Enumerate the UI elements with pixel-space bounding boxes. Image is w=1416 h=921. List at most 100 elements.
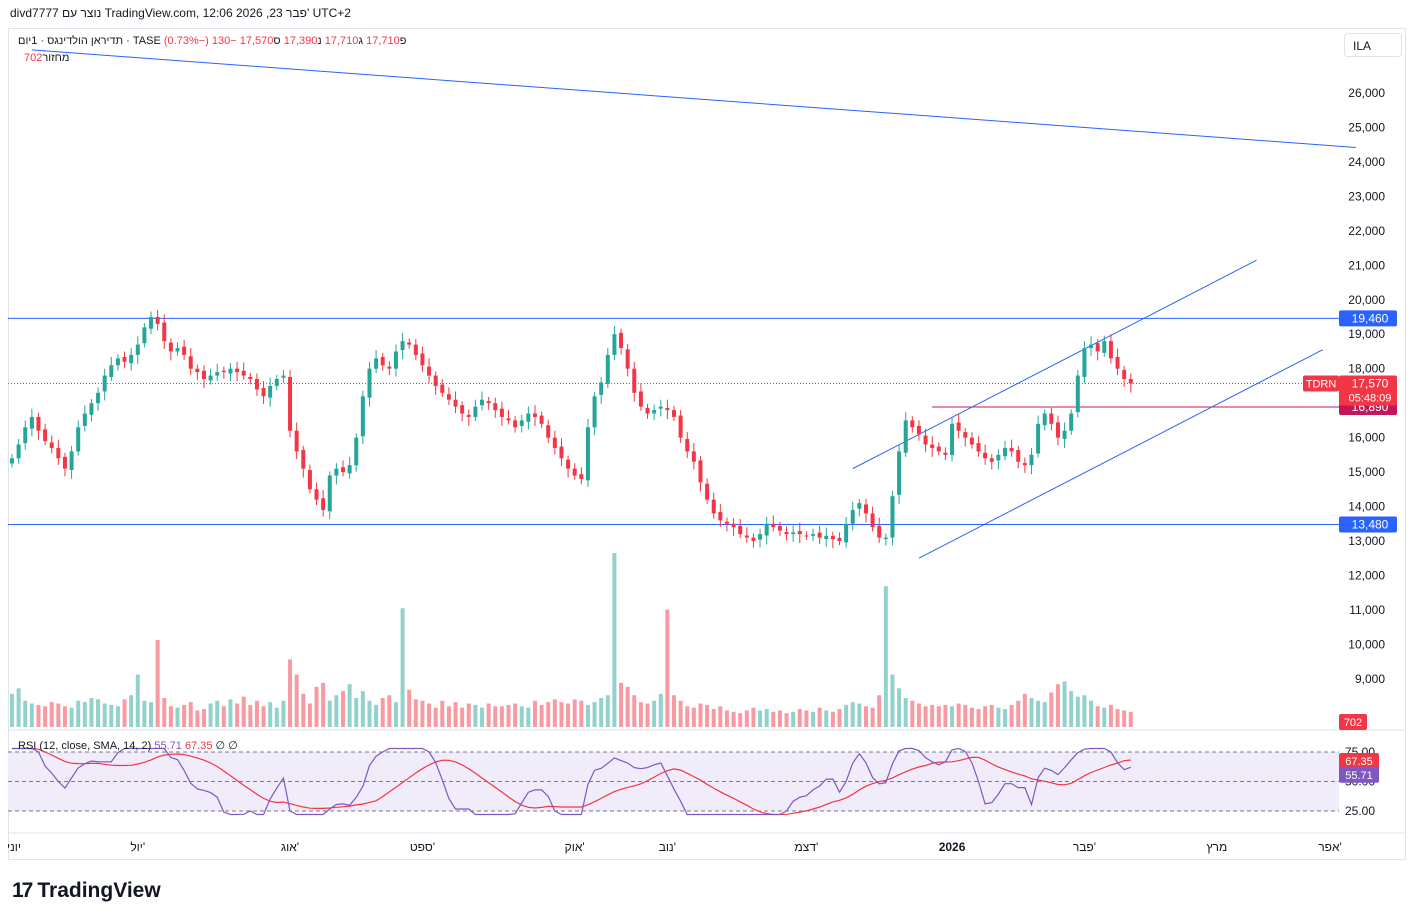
candle-body bbox=[413, 344, 418, 355]
candle-body bbox=[691, 451, 696, 462]
y-tick-label: 14,000 bbox=[1348, 500, 1385, 514]
candle-body bbox=[777, 525, 782, 531]
candle-body bbox=[115, 358, 120, 366]
high-value: 17,710 bbox=[324, 35, 359, 47]
volume-bar bbox=[731, 711, 736, 727]
candle-body bbox=[314, 489, 319, 500]
candle-body bbox=[175, 348, 180, 352]
x-tick-label: 2026 bbox=[939, 840, 966, 854]
volume-bar bbox=[903, 698, 908, 727]
volume-bar bbox=[513, 703, 518, 727]
volume-bar bbox=[804, 710, 809, 727]
candle-body bbox=[1036, 423, 1041, 454]
volume-bar bbox=[354, 698, 359, 727]
candle-body bbox=[168, 342, 173, 352]
candle-body bbox=[665, 407, 670, 411]
volume-bar bbox=[1122, 710, 1127, 727]
candle-body bbox=[791, 532, 796, 535]
y-tick-label: 20,000 bbox=[1348, 293, 1385, 307]
volume-bar bbox=[43, 706, 48, 727]
volume-bar bbox=[221, 706, 226, 727]
y-tick-label: 24,000 bbox=[1348, 155, 1385, 169]
candle-body bbox=[632, 368, 637, 393]
candle-body bbox=[877, 525, 882, 538]
open-label: פ bbox=[399, 35, 407, 47]
volume-bar bbox=[341, 691, 345, 727]
volume-bar bbox=[724, 710, 729, 727]
rsi-legend: RSI (12, close, SMA, 14, 2) 55.71 67.35 … bbox=[18, 739, 238, 752]
last-price-label: 17,570 bbox=[1352, 377, 1389, 391]
high-label: ג bbox=[358, 35, 364, 47]
volume-bar bbox=[943, 704, 948, 727]
candle-body bbox=[943, 452, 948, 455]
candle-body bbox=[645, 407, 650, 414]
candle-body bbox=[579, 474, 584, 479]
candle-body bbox=[473, 406, 478, 417]
volume-bar bbox=[764, 709, 769, 727]
volume-bar bbox=[182, 704, 187, 727]
volume-bar bbox=[691, 707, 696, 727]
candle-body bbox=[1049, 413, 1054, 424]
volume-bar bbox=[248, 704, 253, 727]
candle-body bbox=[82, 413, 87, 426]
candle-body bbox=[1022, 463, 1027, 466]
volume-bar bbox=[711, 709, 716, 727]
volume-bar bbox=[956, 703, 961, 727]
volume-bar bbox=[585, 704, 590, 727]
volume-last-bg bbox=[1339, 714, 1367, 730]
low-value: 17,390 bbox=[283, 35, 318, 47]
volume-bar bbox=[672, 695, 676, 727]
candle-body bbox=[221, 370, 226, 373]
volume-bar bbox=[705, 704, 710, 727]
volume-bar bbox=[82, 702, 87, 727]
tradingview-logo[interactable]: 17 TradingView bbox=[12, 879, 161, 903]
candle-body bbox=[850, 509, 855, 524]
support-price-label-bg bbox=[1339, 516, 1397, 533]
volume-bar bbox=[1102, 707, 1107, 727]
volume-bar bbox=[427, 703, 432, 727]
candle-body bbox=[129, 354, 134, 364]
close-label: ס bbox=[273, 35, 281, 47]
candle-body bbox=[162, 322, 167, 342]
volume-bar bbox=[744, 710, 749, 727]
candle-body bbox=[903, 420, 908, 453]
volume-bar bbox=[698, 703, 703, 727]
volume-label: מחזור bbox=[42, 52, 70, 64]
volume-bar bbox=[572, 699, 577, 727]
candle-body bbox=[486, 401, 491, 404]
volume-bar bbox=[1089, 700, 1094, 727]
volume-bar bbox=[817, 707, 822, 727]
volume-bar bbox=[393, 702, 398, 727]
volume-bar bbox=[910, 700, 915, 727]
candle-body bbox=[599, 382, 604, 395]
candle-body bbox=[1102, 341, 1107, 353]
volume-bar bbox=[254, 700, 259, 727]
volume-bar bbox=[625, 686, 630, 727]
rsi-ma-tag: 67.35 bbox=[1345, 756, 1373, 768]
volume-bar bbox=[526, 707, 531, 727]
candle-body bbox=[215, 372, 220, 376]
rsi-value: 55.71 bbox=[154, 740, 182, 752]
tradingview-logo-icon: 17 bbox=[12, 879, 33, 902]
currency-button[interactable]: ILA bbox=[1344, 33, 1402, 57]
volume-bar bbox=[460, 707, 465, 727]
rsi-tag: 55.71 bbox=[1345, 770, 1373, 782]
volume-bar bbox=[188, 702, 193, 727]
volume-bar bbox=[539, 704, 544, 727]
symbol-name[interactable]: תדיראן הולדינגס · 1יום · TASE bbox=[18, 35, 161, 47]
candle-body bbox=[274, 379, 279, 386]
open-value: 17,710 bbox=[366, 35, 400, 47]
volume-bar bbox=[877, 695, 882, 727]
candle-body bbox=[526, 413, 531, 422]
candle-body bbox=[969, 437, 974, 445]
candle-body bbox=[585, 427, 590, 481]
resistance-price-label: 19,460 bbox=[1352, 311, 1389, 325]
rsi-label[interactable]: RSI (12, close, SMA, 14, 2) bbox=[18, 740, 152, 752]
candle-body bbox=[327, 475, 332, 512]
volume-bar bbox=[115, 706, 120, 727]
candle-body bbox=[149, 317, 154, 329]
candle-body bbox=[744, 535, 749, 538]
volume-bar bbox=[407, 689, 412, 727]
volume-bar bbox=[301, 693, 306, 727]
